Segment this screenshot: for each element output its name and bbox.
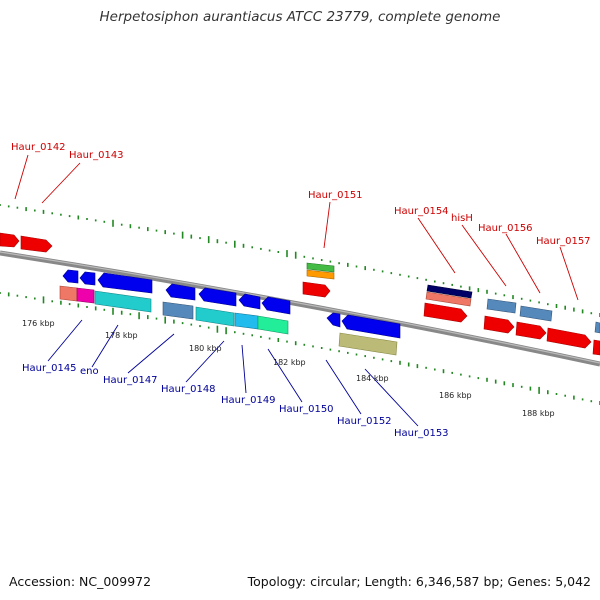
gene-label: Haur_0148 [161, 384, 216, 395]
pointer-line [461, 224, 507, 287]
pointer-line [364, 368, 419, 427]
gene-arrow [20, 235, 53, 253]
gene-block [257, 315, 289, 335]
gene-label: Haur_0150 [279, 404, 334, 415]
label-pointer-lines [14, 154, 579, 427]
pointer-line [505, 233, 541, 294]
gene-arrow [79, 271, 96, 286]
gene-label: Haur_0149 [221, 395, 276, 406]
kbp-label: 178 kbp [105, 331, 138, 340]
genome-backbone-highlight [0, 251, 600, 364]
gene-block [162, 301, 194, 320]
gene-block [306, 269, 335, 280]
gene-block [425, 291, 472, 307]
genome-backbone [0, 250, 600, 367]
feature-blocks-upper [306, 262, 600, 334]
pointer-line [325, 359, 362, 415]
kbp-label: 180 kbp [189, 344, 222, 353]
gene-arrow [326, 312, 341, 328]
lower-gc-ticks [0, 292, 600, 405]
gene-arrow [592, 339, 600, 356]
gene-block [76, 287, 95, 304]
gene-arrow [198, 287, 237, 307]
kbp-scale-labels: 176 kbp 178 kbp 180 kbp 182 kbp 184 kbp … [22, 319, 555, 418]
kbp-label: 188 kbp [522, 409, 555, 418]
gene-arrow [62, 269, 79, 284]
reverse-strand-genes [0, 232, 600, 356]
gene-label: Haur_0153 [394, 428, 449, 439]
gene-arrow [165, 283, 196, 301]
gene-label: Haur_0147 [103, 375, 158, 386]
gene-block [195, 306, 235, 327]
gene-block [94, 290, 152, 313]
kbp-label: 186 kbp [439, 391, 472, 400]
gene-block [486, 298, 517, 314]
map-title: Herpetosiphon aurantiacus ATCC 23779, co… [99, 9, 501, 25]
upper-gene-labels: Haur_0142 Haur_0143 Haur_0151 Haur_0154 … [11, 142, 591, 247]
pointer-line [47, 319, 83, 362]
gene-block [59, 285, 78, 302]
gene-arrow [546, 327, 592, 349]
pointer-line [267, 348, 303, 403]
genome-stats-text: Topology: circular; Length: 6,346,587 bp… [247, 574, 591, 589]
kbp-label: 176 kbp [22, 319, 55, 328]
pointer-line [41, 162, 81, 204]
gene-label: eno [80, 366, 99, 377]
pointer-line [417, 217, 456, 274]
upper-gc-ticks [0, 204, 600, 317]
gene-block [426, 284, 473, 299]
kbp-label: 184 kbp [356, 374, 389, 383]
gene-arrow [238, 293, 261, 310]
gene-arrow [423, 302, 468, 323]
gene-arrow [261, 296, 291, 315]
forward-strand-genes [62, 269, 401, 339]
gene-label: Haur_0157 [536, 236, 591, 247]
gene-label: Haur_0151 [308, 190, 363, 201]
kbp-label: 182 kbp [273, 358, 306, 367]
gene-block [234, 312, 259, 330]
pointer-line [241, 344, 247, 394]
gene-label: Haur_0156 [478, 223, 533, 234]
feature-blocks-lower [59, 285, 398, 356]
gene-label: Haur_0145 [22, 363, 77, 374]
gene-block [594, 321, 600, 334]
gene-arrow [483, 315, 515, 334]
gene-label: Haur_0143 [69, 150, 124, 161]
gene-arrow [0, 232, 20, 248]
gene-label: Haur_0152 [337, 416, 392, 427]
pointer-line [559, 246, 579, 301]
pointer-line [14, 154, 29, 200]
lower-gene-labels: Haur_0145 eno Haur_0147 Haur_0148 Haur_0… [22, 363, 449, 439]
pointer-line [91, 324, 119, 368]
gene-block [338, 332, 398, 356]
gene-block [306, 262, 335, 273]
pointer-line [127, 333, 175, 374]
gene-arrow [302, 281, 331, 298]
gene-label: Haur_0142 [11, 142, 66, 153]
gene-arrow [97, 272, 153, 294]
gene-block [519, 305, 553, 322]
accession-text: Accession: NC_009972 [9, 574, 152, 589]
pointer-line [185, 340, 225, 383]
gene-arrow [341, 314, 401, 339]
gene-label: Haur_0154 [394, 206, 449, 217]
gene-label: hisH [451, 213, 473, 224]
gene-arrow [515, 321, 547, 340]
pointer-line [323, 201, 331, 249]
